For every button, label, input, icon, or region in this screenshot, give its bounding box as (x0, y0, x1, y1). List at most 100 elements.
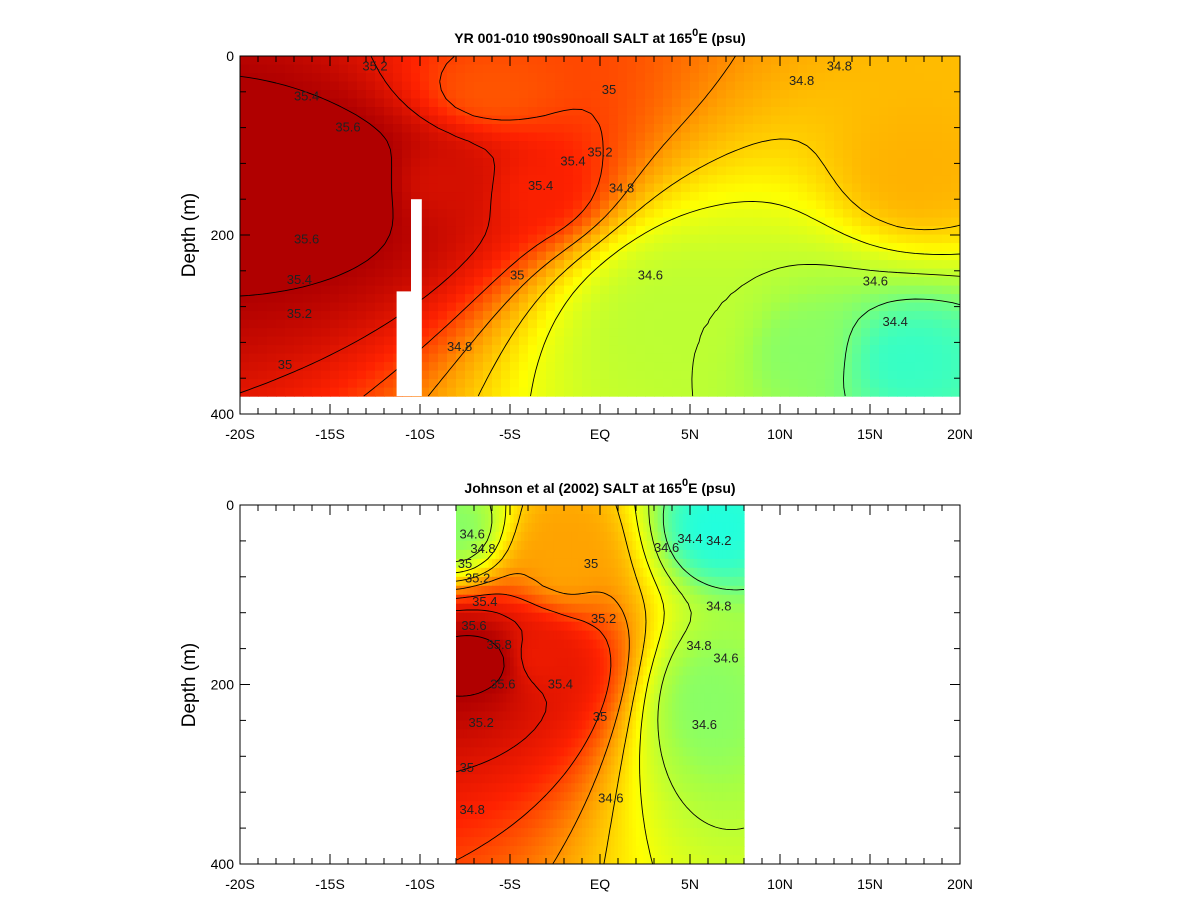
salinity-cell (744, 379, 754, 389)
salinity-cell (510, 302, 520, 312)
salinity-cell (888, 200, 898, 210)
salinity-cell (693, 522, 698, 533)
salinity-cell (339, 277, 349, 287)
salinity-cell (718, 549, 723, 560)
salinity-cell (679, 522, 684, 533)
salinity-cell (861, 328, 871, 338)
salinity-cell (618, 505, 623, 515)
salinity-cell (726, 132, 736, 142)
salinity-cell (627, 353, 637, 363)
salinity-cell (879, 200, 889, 210)
salinity-cell (924, 158, 934, 168)
salinity-cell (555, 251, 565, 261)
salinity-cell (564, 149, 574, 159)
salinity-cell (816, 268, 826, 278)
salinity-cell (546, 684, 551, 695)
salinity-cell (722, 567, 727, 578)
salinity-cell (573, 353, 583, 363)
salinity-cell (915, 353, 925, 363)
salinity-cell (807, 141, 817, 151)
salinity-cell (546, 260, 556, 270)
salinity-cell (465, 73, 475, 83)
salinity-cell (483, 56, 493, 66)
salinity-cell (618, 166, 628, 176)
salinity-cell (357, 141, 367, 151)
salinity-cell (618, 666, 623, 677)
salinity-cell (375, 115, 385, 125)
salinity-cell (627, 115, 637, 125)
salinity-cell (542, 666, 547, 677)
salinity-cell (591, 268, 601, 278)
salinity-cell (240, 166, 250, 176)
salinity-cell (603, 630, 608, 641)
salinity-cell (571, 531, 576, 542)
salinity-cell (798, 319, 808, 329)
salinity-cell (591, 302, 601, 312)
salinity-cell (600, 64, 610, 74)
salinity-cell (456, 684, 461, 695)
salinity-cell (502, 657, 507, 668)
salinity-cell (825, 158, 835, 168)
salinity-cell (668, 549, 673, 560)
salinity-cell (567, 603, 572, 614)
salinity-cell (816, 302, 826, 312)
contour-label: 35 (510, 267, 524, 282)
salinity-cell (537, 90, 547, 100)
salinity-cell (483, 285, 493, 295)
salinity-cell (411, 149, 421, 159)
salinity-cell (578, 684, 583, 695)
salinity-cell (589, 585, 594, 596)
salinity-cell (852, 217, 862, 227)
salinity-cell (789, 64, 799, 74)
salinity-cell (627, 56, 637, 66)
salinity-cell (276, 353, 286, 363)
salinity-cell (789, 387, 799, 397)
salinity-cell (542, 675, 547, 686)
salinity-cell (693, 603, 698, 614)
salinity-cell (924, 64, 934, 74)
salinity-cell (465, 370, 475, 380)
salinity-cell (690, 345, 700, 355)
salinity-cell (375, 328, 385, 338)
salinity-cell (553, 576, 558, 587)
salinity-cell (531, 585, 536, 596)
salinity-cell (438, 302, 448, 312)
salinity-cell (679, 549, 684, 560)
salinity-cell (420, 268, 430, 278)
salinity-cell (708, 630, 713, 641)
salinity-cell (375, 183, 385, 193)
salinity-cell (348, 141, 358, 151)
salinity-cell (697, 612, 702, 623)
salinity-cell (690, 243, 700, 253)
salinity-cell (474, 657, 479, 668)
salinity-cell (780, 251, 790, 261)
salinity-cell (906, 226, 916, 236)
salinity-cell (933, 379, 943, 389)
salinity-cell (843, 226, 853, 236)
salinity-cell (542, 505, 547, 515)
salinity-cell (663, 124, 673, 134)
salinity-cell (609, 345, 619, 355)
salinity-cell (312, 115, 322, 125)
salinity-cell (501, 90, 511, 100)
salinity-cell (708, 132, 718, 142)
salinity-cell (429, 192, 439, 202)
salinity-cell (681, 107, 691, 117)
salinity-cell (357, 285, 367, 295)
salinity-cell (753, 209, 763, 219)
salinity-cell (753, 387, 763, 397)
salinity-cell (474, 328, 484, 338)
salinity-cell (538, 531, 543, 542)
salinity-cell (951, 175, 960, 185)
salinity-cell (546, 251, 556, 261)
salinity-cell (650, 603, 655, 614)
salinity-cell (589, 621, 594, 632)
salinity-cell (267, 149, 277, 159)
salinity-cell (465, 268, 475, 278)
salinity-cell (744, 251, 754, 261)
salinity-cell (711, 648, 716, 659)
salinity-cell (294, 124, 304, 134)
salinity-cell (519, 149, 529, 159)
salinity-cell (744, 353, 754, 363)
salinity-cell (492, 158, 502, 168)
